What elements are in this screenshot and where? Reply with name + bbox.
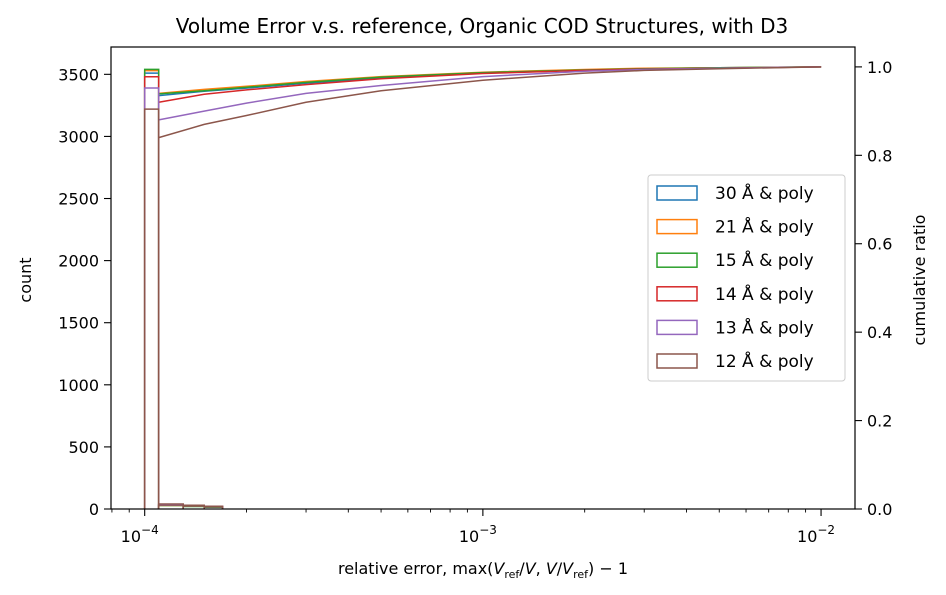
histogram-bar bbox=[143, 108, 160, 509]
y-left-tick-label: 1000 bbox=[58, 376, 99, 395]
y-left-tick-label: 2500 bbox=[58, 190, 99, 209]
histogram-bar bbox=[203, 505, 224, 509]
legend-swatch bbox=[656, 218, 698, 235]
y-right-tick-label: 0.4 bbox=[867, 323, 892, 342]
y-left-tick-label: 3000 bbox=[58, 127, 99, 146]
x-tick-label: 10−3 bbox=[459, 523, 497, 546]
y-left-tick-label: 2000 bbox=[58, 252, 99, 271]
x-tick-label: 10−2 bbox=[797, 523, 835, 546]
y-left-tick-label: 3500 bbox=[58, 65, 99, 84]
legend-label: 12 Å & poly bbox=[715, 350, 814, 372]
series-5 bbox=[143, 66, 822, 509]
cumulative-line bbox=[158, 66, 822, 139]
y-right-tick-label: 1.0 bbox=[867, 58, 892, 77]
legend-label: 13 Å & poly bbox=[715, 316, 814, 338]
y-left-tick-label: 500 bbox=[68, 438, 99, 457]
y-axis-left: 0 500 1000 1500 2000 2500 3000 3500 bbox=[58, 65, 111, 519]
legend-swatch bbox=[656, 252, 698, 268]
y-right-tick-label: 0.2 bbox=[867, 412, 892, 431]
legend-swatch bbox=[656, 319, 698, 336]
legend: 30 Å & poly 21 Å & poly 15 Å & poly 14 Å & … bbox=[647, 174, 846, 382]
y-right-tick-label: 0.6 bbox=[867, 235, 892, 254]
y-right-tick-label: 0.8 bbox=[867, 146, 892, 165]
chart-title: Volume Error v.s. reference, Organic COD… bbox=[176, 14, 789, 38]
legend-label: 30 Å & poly bbox=[715, 182, 814, 204]
legend-label: 14 Å & poly bbox=[715, 283, 814, 305]
plot-area bbox=[143, 66, 822, 509]
x-axis-label: relative error, max(Vref/V, V/Vref) − 1 bbox=[338, 559, 628, 581]
x-axis: 10−4 10−3 10−2 bbox=[111, 509, 835, 546]
legend-swatch bbox=[656, 353, 698, 369]
y-axis-label-right: cumulative ratio bbox=[910, 215, 929, 346]
y-right-tick-label: 0.0 bbox=[867, 500, 892, 519]
legend-swatch bbox=[656, 286, 698, 302]
y-axis-right: 0.0 0.2 0.4 0.6 0.8 1.0 bbox=[855, 58, 892, 519]
legend-box bbox=[647, 174, 846, 382]
legend-label: 15 Å & poly bbox=[715, 249, 814, 271]
legend-label: 21 Å & poly bbox=[715, 216, 814, 238]
legend-swatch bbox=[656, 185, 698, 201]
x-tick-label: 10−4 bbox=[121, 523, 159, 546]
y-left-tick-label: 0 bbox=[89, 500, 99, 519]
y-axis-label-left: count bbox=[16, 257, 35, 302]
y-left-tick-label: 1500 bbox=[58, 314, 99, 333]
